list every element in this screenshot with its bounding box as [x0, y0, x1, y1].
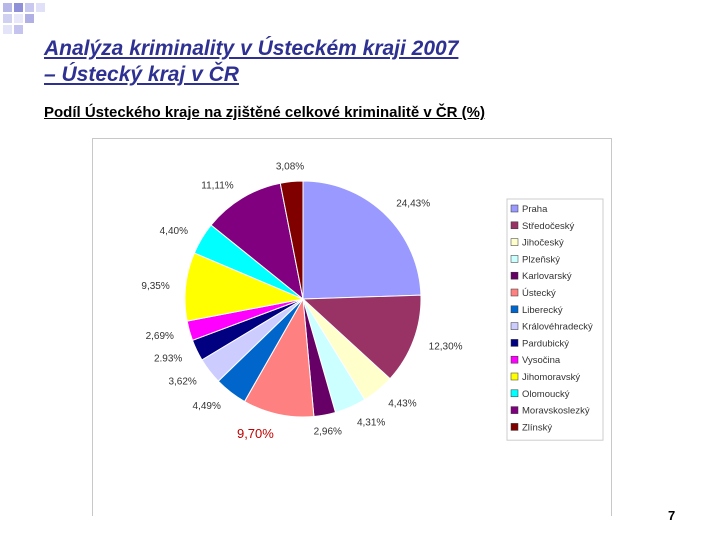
title-line-1: Analýza kriminality v Ústeckém kraji 200…	[44, 37, 459, 60]
legend-swatch-zlinsky	[510, 423, 519, 431]
legend-swatch-liberecky	[510, 305, 519, 314]
legend-label-liberecky: Liberecký	[522, 305, 563, 316]
legend-swatch-pardubicky	[510, 339, 519, 347]
legend-swatch-jihocesky	[510, 238, 519, 246]
data-label-liberecky: 4,49%	[193, 401, 221, 412]
pie-slice-zlinsky	[279, 180, 304, 300]
data-label-olomoucky: 4,40%	[160, 226, 188, 237]
legend-label-olomoucky: Olomoucký	[522, 389, 570, 400]
legend-label-zlinsky: Zlínský	[522, 422, 552, 433]
title-line-2: – Ústecký kraj v ČR	[44, 63, 239, 86]
legend-label-praha: Praha	[522, 204, 548, 215]
legend-swatch-stredocesky	[510, 221, 519, 230]
legend-swatch-plzensky	[510, 255, 519, 263]
legend-swatch-jihomoravsky	[510, 372, 519, 381]
legend-swatch-praha	[510, 204, 519, 213]
legend-label-jihomoravsky: Jihomoravský	[522, 372, 580, 383]
pie-chart: 24,43% 12,30% 4,43%4,31% 2,96% 9,70% 4,49% 3,6…	[141, 162, 604, 441]
legend-swatch-olomoucky	[510, 389, 519, 398]
data-label-stredocesky: 12,30%	[429, 342, 463, 353]
legend-swatch-moravskoslezky	[510, 406, 519, 414]
legend-label-vysocina: Vysočina	[522, 355, 561, 366]
legend-swatch-karlovarsky	[510, 271, 519, 280]
slide-title: Analýza kriminality v Ústeckém kraji 200…	[44, 36, 704, 88]
legend-box	[506, 198, 604, 441]
corner-decoration	[3, 3, 45, 34]
page-number: 7	[668, 508, 676, 523]
legend-label-plzensky: Plzeňský	[522, 254, 560, 265]
pie-slice-moravskoslezky	[210, 182, 304, 301]
data-label-plzensky: 4,31%	[357, 418, 385, 429]
legend-label-ustecky: Ústecký	[522, 288, 556, 299]
data-label-moravskoslezky: 11,11%	[201, 180, 234, 191]
chart-area: 24,43% 12,30% 4,43% 4,31% 2,96% 9,70% 4,49% 3,6…	[92, 138, 612, 516]
legend-label-stredocesky: Středočeský	[522, 221, 575, 232]
data-label-jihomoravsky: 9,35%	[141, 281, 169, 292]
legend-swatch-ustecky	[510, 288, 519, 297]
pie-slice-praha	[302, 180, 422, 300]
data-label-praha: 24,43%	[396, 199, 430, 210]
legend-label-moravskoslezky: Moravskoslezký	[522, 406, 590, 417]
data-label-jihocesky: 4,43%	[388, 398, 416, 409]
legend-label-kralovehradecky: Královéhradecký	[522, 322, 593, 333]
legend-label-jihocesky: Jihočeský	[522, 238, 564, 249]
chart-subtitle: Podíl Ústeckého kraje na zjištěné celkov…	[44, 104, 485, 121]
data-label-zlinsky: 3,08%	[276, 162, 304, 173]
legend-swatch-vysocina	[510, 355, 519, 364]
pie-slice-stredocesky	[301, 294, 422, 380]
data-label-karlovarsky: 2,96%	[314, 427, 342, 438]
legend-label-pardubicky: Pardubický	[522, 338, 569, 349]
data-label-kralovehradecky: 3,62%	[168, 377, 196, 388]
data-label-pardubicky: 2.93%	[154, 353, 182, 364]
legend-label-karlovarsky: Karlovarský	[522, 271, 572, 282]
data-label-ustecky: 9,70%	[237, 426, 274, 441]
legend-swatch-kralovehradecky	[510, 322, 519, 330]
data-label-vysocina: 2,69%	[146, 331, 174, 342]
